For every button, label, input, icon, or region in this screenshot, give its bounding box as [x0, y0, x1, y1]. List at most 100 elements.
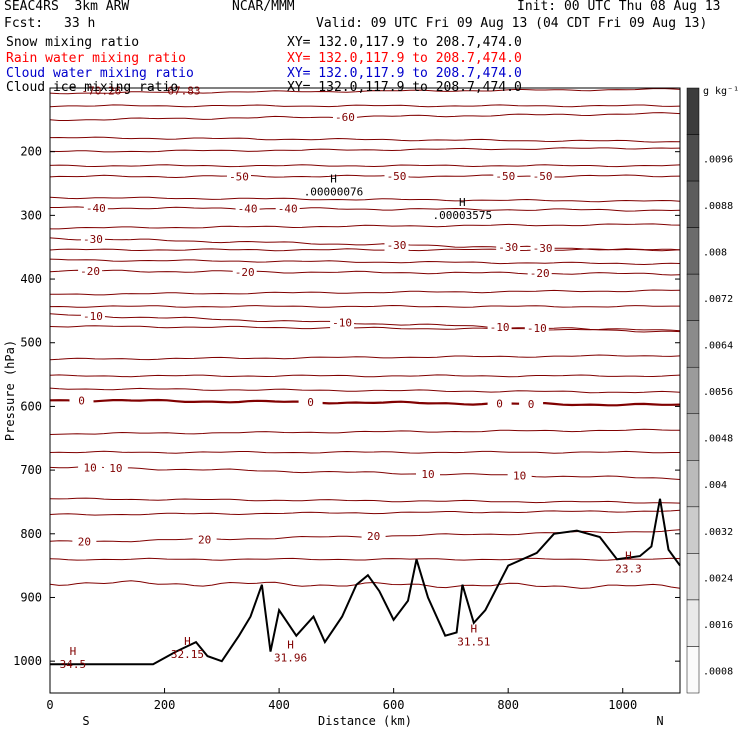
- isotherm-contours: -60 -50 -50 -50 -50 -40 -40 -40 -30 -30 -30 -30 -20 -…: [49, 87, 681, 589]
- isotherm-label-bg: [384, 238, 409, 251]
- north-end-label: N: [656, 714, 663, 728]
- field-xy-cloud-ice: XY= 132.0,117.9 to 208.7,474.0: [287, 80, 522, 95]
- maximum-marker: H: [70, 645, 77, 658]
- maximum-value-label: .00000076: [304, 185, 364, 198]
- isotherm-line: [49, 325, 681, 332]
- isotherm-line: [49, 374, 681, 378]
- isotherm-label: 10: [83, 462, 96, 475]
- maximum-value-label: 31.51: [457, 636, 490, 649]
- y-axis-label: Pressure (hPa): [3, 340, 17, 441]
- isotherm-label-bg: [530, 241, 555, 254]
- south-end-label: S: [82, 714, 89, 728]
- isotherm-line-labeled: [49, 398, 681, 407]
- isotherm-line-labeled: [49, 237, 681, 251]
- isotherm-label: 10: [421, 468, 434, 481]
- isotherm-label-bg: [80, 309, 105, 322]
- colorbar-tick-label: .0096: [703, 154, 733, 165]
- isotherm-label: -50: [387, 170, 407, 183]
- field-name-cloud-ice: Cloud ice mixing ratio: [6, 80, 179, 95]
- y-tick-label: 400: [20, 272, 42, 286]
- model-name: SEAC4RS 3km ARW: [4, 0, 130, 14]
- field-name-cloud-water: Cloud water mixing ratio: [6, 66, 194, 81]
- isotherm-label: -40: [86, 202, 106, 215]
- isotherm-line-labeled: [49, 174, 681, 179]
- field-name-snow: Snow mixing ratio: [6, 35, 140, 50]
- isotherm-label: 0: [528, 398, 535, 411]
- y-tick-label: 300: [20, 208, 42, 222]
- isotherm-line: [49, 557, 681, 561]
- x-tick-label: 400: [268, 698, 290, 712]
- isotherm-label-bg: [275, 202, 300, 215]
- organization: NCAR/MMM: [232, 0, 295, 14]
- maximum-marker: H: [459, 196, 466, 209]
- colorbar-tick-label: .004: [703, 480, 727, 491]
- valid-time: Valid: 09 UTC Fri 09 Aug 13 (04 CDT Fri …: [316, 16, 708, 31]
- isotherm-label-bg: [80, 233, 105, 246]
- isotherm-label-bg: [332, 110, 357, 123]
- colorbar-segment: [686, 413, 700, 461]
- colorbar-segment: [686, 506, 700, 554]
- isotherm-label: 20: [198, 533, 211, 546]
- isotherm-line: [49, 450, 680, 454]
- isotherm-line-labeled: [49, 112, 681, 121]
- isotherm-label: -30: [83, 233, 103, 246]
- isotherm-label-bg: [83, 201, 108, 214]
- isotherm-label-bg: [235, 202, 260, 215]
- isotherm-line: [49, 509, 681, 516]
- colorbar-tick-label: .0024: [703, 573, 733, 584]
- isotherm-label: -50: [495, 170, 515, 183]
- maximum-marker: H: [184, 635, 191, 648]
- colorbar-tick-label: .0064: [703, 341, 733, 352]
- isotherm-line: [49, 147, 681, 153]
- x-tick-label: 800: [497, 698, 519, 712]
- isotherm-label-bg: [78, 461, 103, 474]
- isotherm-label-bg: [487, 397, 512, 410]
- y-tick-label: 500: [20, 336, 42, 350]
- isotherm-label: 0: [78, 394, 85, 407]
- isotherm-label: -50: [533, 170, 553, 183]
- colorbar-segment: [686, 180, 700, 228]
- isotherm-label: -30: [498, 241, 518, 254]
- x-tick-label: 600: [383, 698, 405, 712]
- isotherm-line: [49, 289, 681, 296]
- isotherm-line: [49, 87, 681, 95]
- isotherm-line: [49, 354, 681, 361]
- isotherm-line: [49, 387, 681, 394]
- x-axis-label: Distance (km): [318, 714, 412, 728]
- colorbar-tick-label: .0016: [703, 620, 733, 631]
- isotherm-label-bg: [192, 533, 217, 546]
- colorbar-segment: [686, 227, 700, 275]
- isotherm-label: -40: [278, 203, 298, 216]
- isotherm-label: -50: [229, 170, 249, 183]
- y-tick-label: 800: [20, 527, 42, 541]
- isotherm-label-bg: [69, 394, 94, 407]
- isotherm-label: 20: [78, 535, 91, 548]
- isotherm-label-bg: [416, 467, 440, 480]
- isotherm-label-bg: [524, 322, 549, 335]
- forecast-hours: 33 h: [64, 16, 96, 31]
- isotherm-label: -40: [238, 203, 258, 216]
- field-xy-snow: XY= 132.0,117.9 to 208.7,474.0: [287, 35, 522, 50]
- isotherm-line: [49, 497, 681, 504]
- isotherm-label: -20: [530, 267, 550, 280]
- isotherm-label: 10: [109, 462, 122, 475]
- colorbar: .0096 .0088 .008 .0072 .0064 .0056 .0048 .004 .0…: [686, 86, 739, 694]
- terrain-profile: [50, 498, 681, 666]
- isotherm-label-bg: [519, 397, 544, 410]
- isotherm-label-bg: [298, 396, 323, 409]
- field-xy-rain: XY= 132.0,117.9 to 208.7,474.0: [287, 51, 522, 66]
- isotherm-label-bg: [361, 530, 386, 543]
- forecast-label: Fcst:: [4, 16, 44, 31]
- isotherm-line: [49, 196, 681, 203]
- isotherm-label: -60: [335, 111, 355, 124]
- isotherm-label: -10: [83, 310, 103, 323]
- maximum-marker: H: [330, 172, 337, 185]
- x-tick-label: 0: [46, 698, 53, 712]
- colorbar-segment: [686, 87, 700, 135]
- maximum-value-label: 31.96: [274, 651, 307, 664]
- colorbar-segment: [686, 646, 700, 694]
- isotherm-label-bg: [496, 241, 521, 254]
- field-name-rain: Rain water mixing ratio: [6, 51, 187, 66]
